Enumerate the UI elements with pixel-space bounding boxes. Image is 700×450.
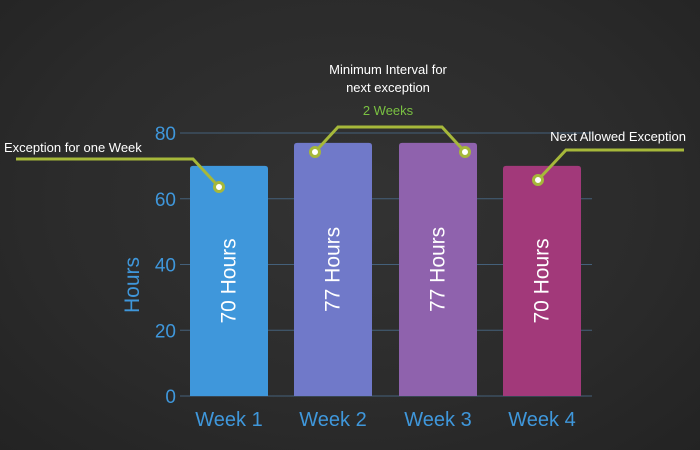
callout-line-interval [313, 125, 467, 154]
callout-line-next-allowed [536, 148, 684, 182]
annotation-exception: Exception for one Week [4, 140, 142, 155]
annotation-interval-line1: Minimum Interval for [329, 62, 447, 77]
y-tick-label: 40 [155, 256, 176, 277]
bar [190, 165, 268, 396]
y-axis-title: Hours [121, 257, 144, 313]
callout-line-exception [16, 157, 221, 189]
bar-data-label: 70 Hours [218, 238, 241, 323]
x-tick-label: Week 4 [508, 409, 575, 431]
callouts [16, 125, 684, 193]
y-tick-label: 80 [155, 124, 176, 145]
x-tick-label: Week 3 [404, 409, 471, 431]
annotation-interval-value: 2 Weeks [363, 103, 414, 118]
y-tick-label: 60 [155, 190, 176, 211]
callout-marker [459, 146, 471, 158]
callout-marker [309, 146, 321, 158]
bar-data-label: 70 Hours [531, 238, 554, 323]
x-axis: Week 1 Week 2 Week 3 Week 4 [195, 409, 575, 431]
y-tick-label: 0 [165, 387, 176, 408]
bar-data-label: 77 Hours [322, 227, 345, 312]
bar-data-label: 77 Hours [427, 227, 450, 312]
callout-marker [213, 181, 225, 193]
y-axis: 0 20 40 60 80 [155, 124, 176, 408]
y-tick-label: 20 [155, 321, 176, 342]
annotation-interval-line2: next exception [346, 80, 430, 95]
x-tick-label: Week 2 [299, 409, 366, 431]
bar [503, 165, 581, 396]
annotation-next-allowed: Next Allowed Exception [550, 129, 686, 144]
bar [294, 142, 372, 396]
bars: 70 Hours 77 Hours 77 Hours 70 Hours [190, 142, 581, 396]
callout-marker [532, 174, 544, 186]
x-tick-label: Week 1 [195, 409, 262, 431]
bar [399, 142, 477, 396]
